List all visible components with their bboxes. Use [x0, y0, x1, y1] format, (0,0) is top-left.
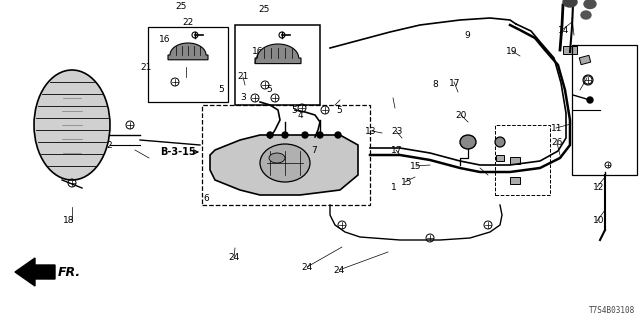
- Ellipse shape: [260, 144, 310, 182]
- Text: 16: 16: [252, 47, 264, 56]
- Text: 11: 11: [551, 124, 563, 132]
- Text: 24: 24: [228, 253, 239, 262]
- Text: 5: 5: [292, 106, 297, 115]
- Text: 15: 15: [401, 178, 413, 187]
- Polygon shape: [255, 44, 301, 64]
- FancyBboxPatch shape: [148, 27, 228, 102]
- Text: 26: 26: [551, 138, 563, 147]
- Text: 5: 5: [218, 85, 223, 94]
- FancyBboxPatch shape: [510, 177, 520, 183]
- Polygon shape: [210, 135, 358, 195]
- Text: 17: 17: [391, 146, 403, 155]
- Ellipse shape: [460, 135, 476, 149]
- Text: 3: 3: [241, 93, 246, 102]
- Text: 21: 21: [237, 72, 249, 81]
- Text: 15: 15: [410, 162, 422, 171]
- FancyBboxPatch shape: [579, 55, 591, 65]
- Circle shape: [587, 97, 593, 103]
- Text: 6: 6: [204, 194, 209, 203]
- Text: 17: 17: [449, 79, 460, 88]
- Text: 5: 5: [337, 106, 342, 115]
- Ellipse shape: [563, 0, 577, 7]
- Circle shape: [495, 137, 505, 147]
- Ellipse shape: [584, 0, 596, 9]
- Text: 2: 2: [106, 141, 111, 150]
- Circle shape: [282, 132, 288, 138]
- FancyBboxPatch shape: [563, 46, 577, 54]
- Text: 20: 20: [455, 111, 467, 120]
- Text: T7S4B03108: T7S4B03108: [589, 306, 635, 315]
- Circle shape: [302, 132, 308, 138]
- Circle shape: [335, 132, 341, 138]
- Text: 14: 14: [557, 26, 569, 35]
- Circle shape: [317, 132, 323, 138]
- Text: 8: 8: [433, 80, 438, 89]
- Text: 10: 10: [593, 216, 604, 225]
- Text: 7: 7: [311, 146, 316, 155]
- Text: 9: 9: [465, 31, 470, 40]
- Ellipse shape: [581, 11, 591, 19]
- Text: 1: 1: [391, 183, 396, 192]
- Text: 25: 25: [175, 2, 187, 11]
- Text: 13: 13: [365, 127, 377, 136]
- Text: 18: 18: [63, 216, 75, 225]
- Text: 24: 24: [333, 266, 345, 275]
- FancyBboxPatch shape: [235, 25, 320, 105]
- FancyBboxPatch shape: [510, 156, 520, 164]
- Text: B-3-15: B-3-15: [160, 147, 196, 157]
- Text: 23: 23: [391, 127, 403, 136]
- Text: 19: 19: [506, 47, 518, 56]
- Text: 25: 25: [258, 5, 269, 14]
- FancyBboxPatch shape: [496, 155, 504, 161]
- Text: 5: 5: [266, 85, 271, 94]
- Ellipse shape: [34, 70, 110, 180]
- Ellipse shape: [269, 153, 285, 163]
- Text: 21: 21: [140, 63, 152, 72]
- Text: 22: 22: [182, 18, 194, 27]
- Text: 12: 12: [593, 183, 604, 192]
- Polygon shape: [168, 43, 208, 60]
- Text: 4: 4: [298, 111, 303, 120]
- Text: 16: 16: [159, 35, 171, 44]
- Text: FR.: FR.: [58, 266, 81, 278]
- Polygon shape: [15, 258, 55, 286]
- Text: 24: 24: [301, 263, 313, 272]
- Circle shape: [267, 132, 273, 138]
